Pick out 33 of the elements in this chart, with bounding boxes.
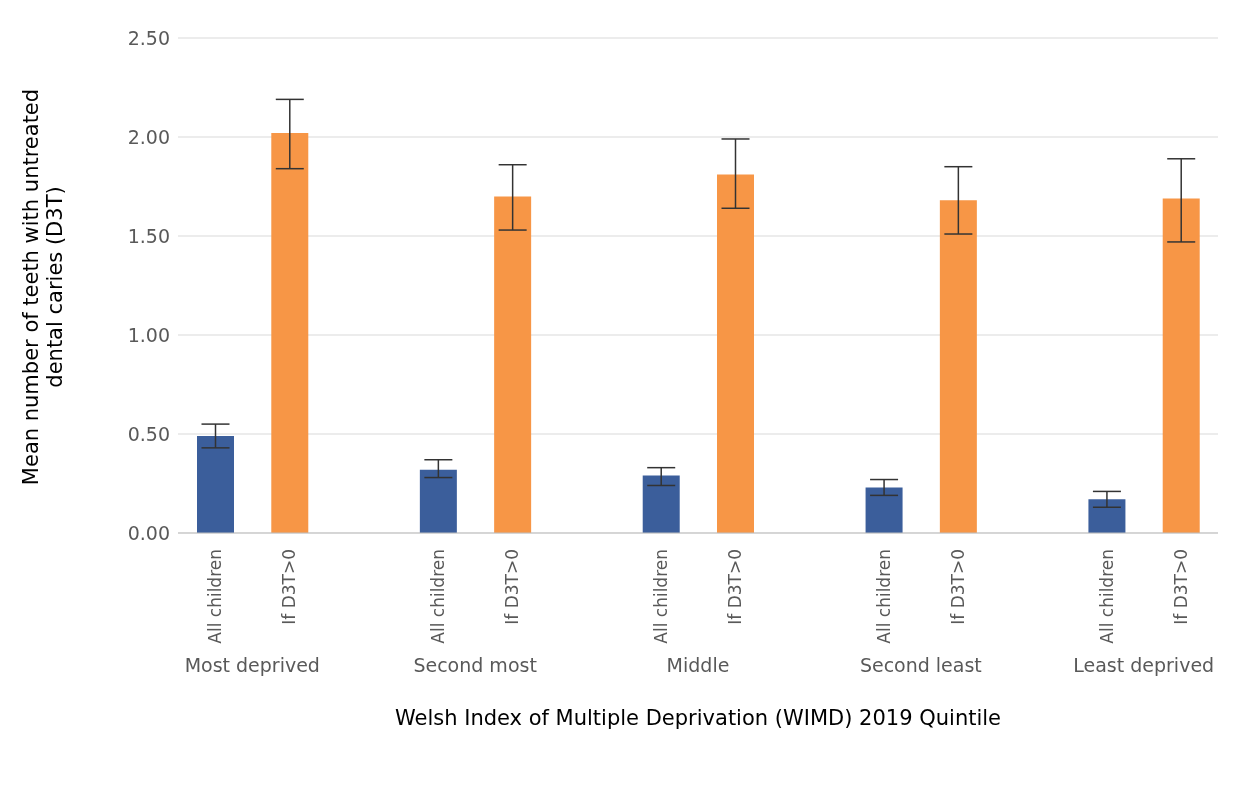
x-tick-label: All children	[873, 549, 894, 644]
bar	[939, 200, 977, 533]
text: Second least	[858, 653, 983, 678]
text: Second most	[412, 653, 538, 678]
bar	[1088, 499, 1126, 533]
x-tick-label: If D3T>0	[725, 549, 746, 625]
x-axis-title: Welsh Index of Multiple Deprivation (WIMD) 2019 Quintile	[394, 706, 1002, 730]
y-tick-label: 0.50	[127, 422, 170, 445]
bar	[494, 196, 532, 533]
bar	[717, 174, 754, 533]
bar	[197, 435, 234, 533]
text: Most deprived	[183, 653, 321, 678]
y-tick-label: 1.00	[127, 323, 170, 346]
y-tick-label: 0.00	[127, 521, 170, 544]
x-tick-label: If D3T>0	[948, 549, 968, 625]
text: Least deprived	[1072, 653, 1216, 678]
x-tick-label: If D3T>0	[279, 549, 300, 625]
bar	[419, 469, 457, 533]
x-tick-label: If D3T>0	[1170, 549, 1191, 625]
y-tick-label: 1.50	[127, 224, 170, 247]
bar	[865, 487, 903, 533]
bar	[1162, 198, 1200, 533]
text: Middle	[665, 653, 731, 678]
x-tick-label: If D3T>0	[502, 549, 523, 625]
x-tick-label: All children	[1096, 549, 1117, 644]
x-tick-label: All children	[428, 549, 448, 644]
x-tick-label: All children	[650, 549, 671, 644]
bar	[642, 475, 680, 533]
y-axis-title: Mean number of teeth with untreated dental caries (D3T)	[19, 87, 67, 488]
y-tick-label: 2.00	[127, 125, 170, 148]
x-tick-label: All children	[205, 549, 226, 644]
bar	[271, 133, 309, 533]
y-tick-label: 2.50	[127, 26, 170, 49]
